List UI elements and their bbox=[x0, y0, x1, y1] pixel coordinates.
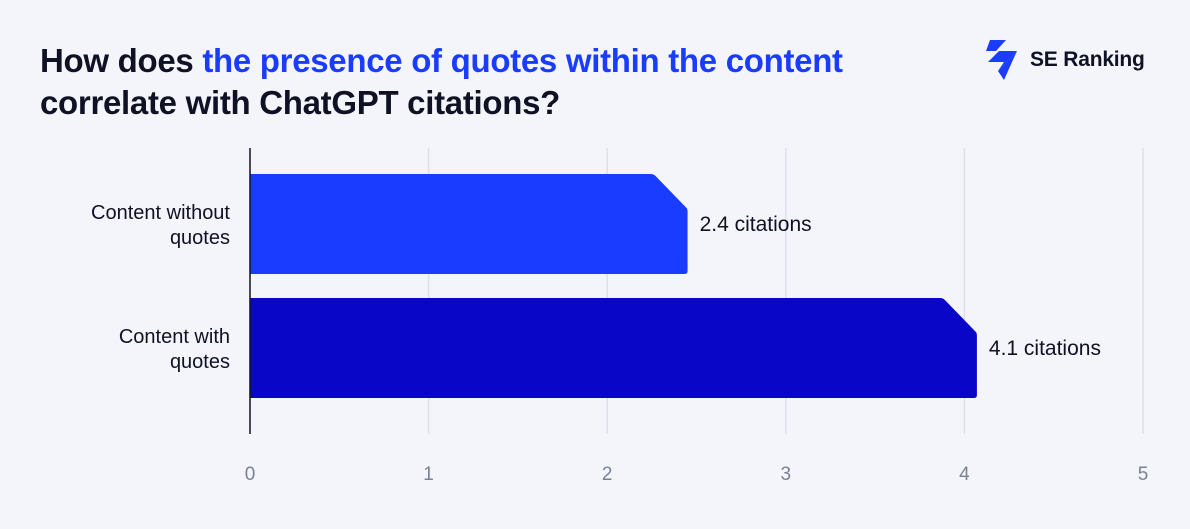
x-tick-label: 0 bbox=[245, 464, 256, 485]
title-part-2: correlate with ChatGPT citations? bbox=[40, 84, 561, 121]
x-tick-label: 4 bbox=[959, 464, 970, 485]
category-label: quotes bbox=[170, 227, 230, 249]
title-highlight: the presence of quotes within the conten… bbox=[202, 42, 843, 79]
category-label: Content with bbox=[119, 326, 230, 348]
brand-name: SE Ranking bbox=[1030, 48, 1145, 71]
bar bbox=[250, 174, 688, 274]
category-label: Content without bbox=[91, 202, 230, 224]
bar-value-label: 4.1 citations bbox=[989, 337, 1101, 360]
x-tick-label: 5 bbox=[1138, 464, 1149, 485]
x-tick-label: 1 bbox=[423, 464, 434, 485]
x-tick-label: 2 bbox=[602, 464, 613, 485]
bar-value-label: 2.4 citations bbox=[700, 213, 812, 236]
se-ranking-lightning-icon bbox=[986, 40, 1017, 80]
category-label: quotes bbox=[170, 351, 230, 373]
chart-title: How does the presence of quotes within t… bbox=[40, 40, 900, 124]
bar bbox=[250, 298, 977, 398]
brand-logo: SE Ranking bbox=[984, 40, 1145, 80]
title-part-1: How does bbox=[40, 42, 203, 79]
x-tick-label: 3 bbox=[781, 464, 792, 485]
